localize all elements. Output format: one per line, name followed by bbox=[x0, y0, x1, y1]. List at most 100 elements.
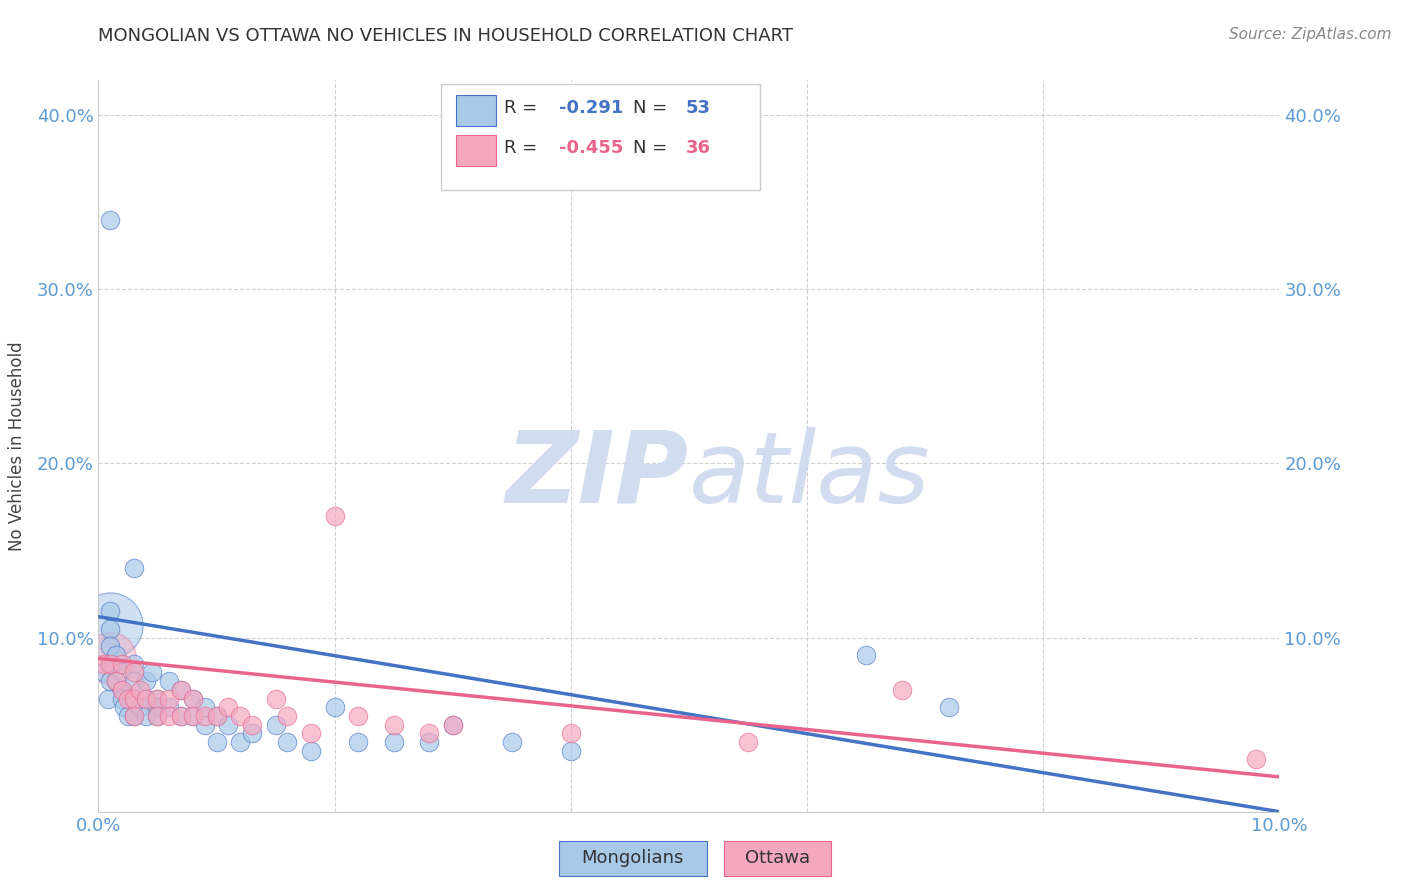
Point bbox=[98, 651, 121, 665]
Point bbox=[276, 735, 298, 749]
Y-axis label: No Vehicles in Household: No Vehicles in Household bbox=[7, 341, 25, 551]
Point bbox=[98, 640, 121, 654]
Point bbox=[146, 700, 169, 714]
FancyBboxPatch shape bbox=[457, 136, 496, 166]
Point bbox=[276, 709, 298, 723]
Point bbox=[146, 709, 169, 723]
Point bbox=[112, 700, 135, 714]
Point bbox=[98, 622, 121, 636]
Point bbox=[122, 709, 145, 723]
Point bbox=[157, 674, 180, 689]
Point bbox=[299, 726, 322, 740]
Point bbox=[1244, 752, 1267, 766]
Point bbox=[146, 691, 169, 706]
Text: atlas: atlas bbox=[689, 426, 931, 524]
Point bbox=[501, 735, 523, 749]
Point bbox=[560, 744, 582, 758]
Text: R =: R = bbox=[503, 138, 543, 157]
Point bbox=[122, 665, 145, 680]
Point bbox=[111, 682, 134, 697]
FancyBboxPatch shape bbox=[560, 841, 707, 876]
Text: -0.455: -0.455 bbox=[560, 138, 623, 157]
Text: N =: N = bbox=[634, 99, 673, 117]
Point bbox=[194, 717, 217, 731]
Point bbox=[146, 691, 169, 706]
Point bbox=[98, 674, 121, 689]
FancyBboxPatch shape bbox=[724, 841, 831, 876]
Text: Source: ZipAtlas.com: Source: ZipAtlas.com bbox=[1229, 27, 1392, 42]
Point bbox=[105, 648, 128, 662]
Point bbox=[181, 691, 204, 706]
Point bbox=[135, 691, 157, 706]
Point bbox=[111, 691, 134, 706]
Point bbox=[135, 674, 157, 689]
Point bbox=[170, 709, 193, 723]
Point bbox=[323, 700, 346, 714]
Point bbox=[93, 657, 115, 671]
Text: 53: 53 bbox=[685, 99, 710, 117]
Point bbox=[441, 717, 464, 731]
Point bbox=[229, 735, 252, 749]
Point bbox=[105, 674, 128, 689]
Point bbox=[890, 682, 912, 697]
Point bbox=[128, 700, 150, 714]
Text: MONGOLIAN VS OTTAWA NO VEHICLES IN HOUSEHOLD CORRELATION CHART: MONGOLIAN VS OTTAWA NO VEHICLES IN HOUSE… bbox=[98, 27, 793, 45]
Point bbox=[194, 700, 217, 714]
Point bbox=[323, 508, 346, 523]
Point bbox=[418, 726, 440, 740]
FancyBboxPatch shape bbox=[457, 95, 496, 126]
Point bbox=[98, 212, 121, 227]
Point bbox=[938, 700, 960, 714]
Point bbox=[122, 691, 145, 706]
Point bbox=[240, 717, 263, 731]
Text: ZIP: ZIP bbox=[506, 426, 689, 524]
Point bbox=[347, 735, 370, 749]
Text: Mongolians: Mongolians bbox=[581, 849, 683, 867]
Point bbox=[194, 709, 217, 723]
Point bbox=[441, 717, 464, 731]
Point bbox=[105, 674, 128, 689]
Point bbox=[855, 648, 877, 662]
Point bbox=[111, 665, 134, 680]
Point bbox=[111, 682, 134, 697]
Point bbox=[181, 709, 204, 723]
Point bbox=[418, 735, 440, 749]
Point bbox=[157, 691, 180, 706]
Point bbox=[122, 691, 145, 706]
Point bbox=[135, 691, 157, 706]
Point bbox=[264, 691, 287, 706]
Point bbox=[217, 717, 239, 731]
FancyBboxPatch shape bbox=[441, 84, 759, 190]
Point bbox=[205, 709, 228, 723]
Point bbox=[117, 691, 139, 706]
Point bbox=[122, 674, 145, 689]
Text: Ottawa: Ottawa bbox=[745, 849, 810, 867]
Point bbox=[240, 726, 263, 740]
Point bbox=[98, 618, 121, 632]
Point bbox=[264, 717, 287, 731]
Point bbox=[382, 717, 405, 731]
Text: -0.291: -0.291 bbox=[560, 99, 623, 117]
Point bbox=[111, 657, 134, 671]
Point bbox=[299, 744, 322, 758]
Point bbox=[128, 682, 150, 697]
Point bbox=[117, 709, 139, 723]
Point bbox=[217, 700, 239, 714]
Point bbox=[141, 665, 163, 680]
Point bbox=[157, 700, 180, 714]
Point bbox=[382, 735, 405, 749]
Point bbox=[157, 709, 180, 723]
Point bbox=[122, 709, 145, 723]
Point bbox=[560, 726, 582, 740]
Point bbox=[347, 709, 370, 723]
Point bbox=[170, 682, 193, 697]
Point bbox=[181, 709, 204, 723]
Text: 36: 36 bbox=[685, 138, 710, 157]
Point bbox=[181, 691, 204, 706]
Point bbox=[98, 604, 121, 618]
Point bbox=[170, 709, 193, 723]
Point bbox=[93, 665, 115, 680]
Point bbox=[170, 682, 193, 697]
Point bbox=[122, 657, 145, 671]
Point bbox=[146, 709, 169, 723]
